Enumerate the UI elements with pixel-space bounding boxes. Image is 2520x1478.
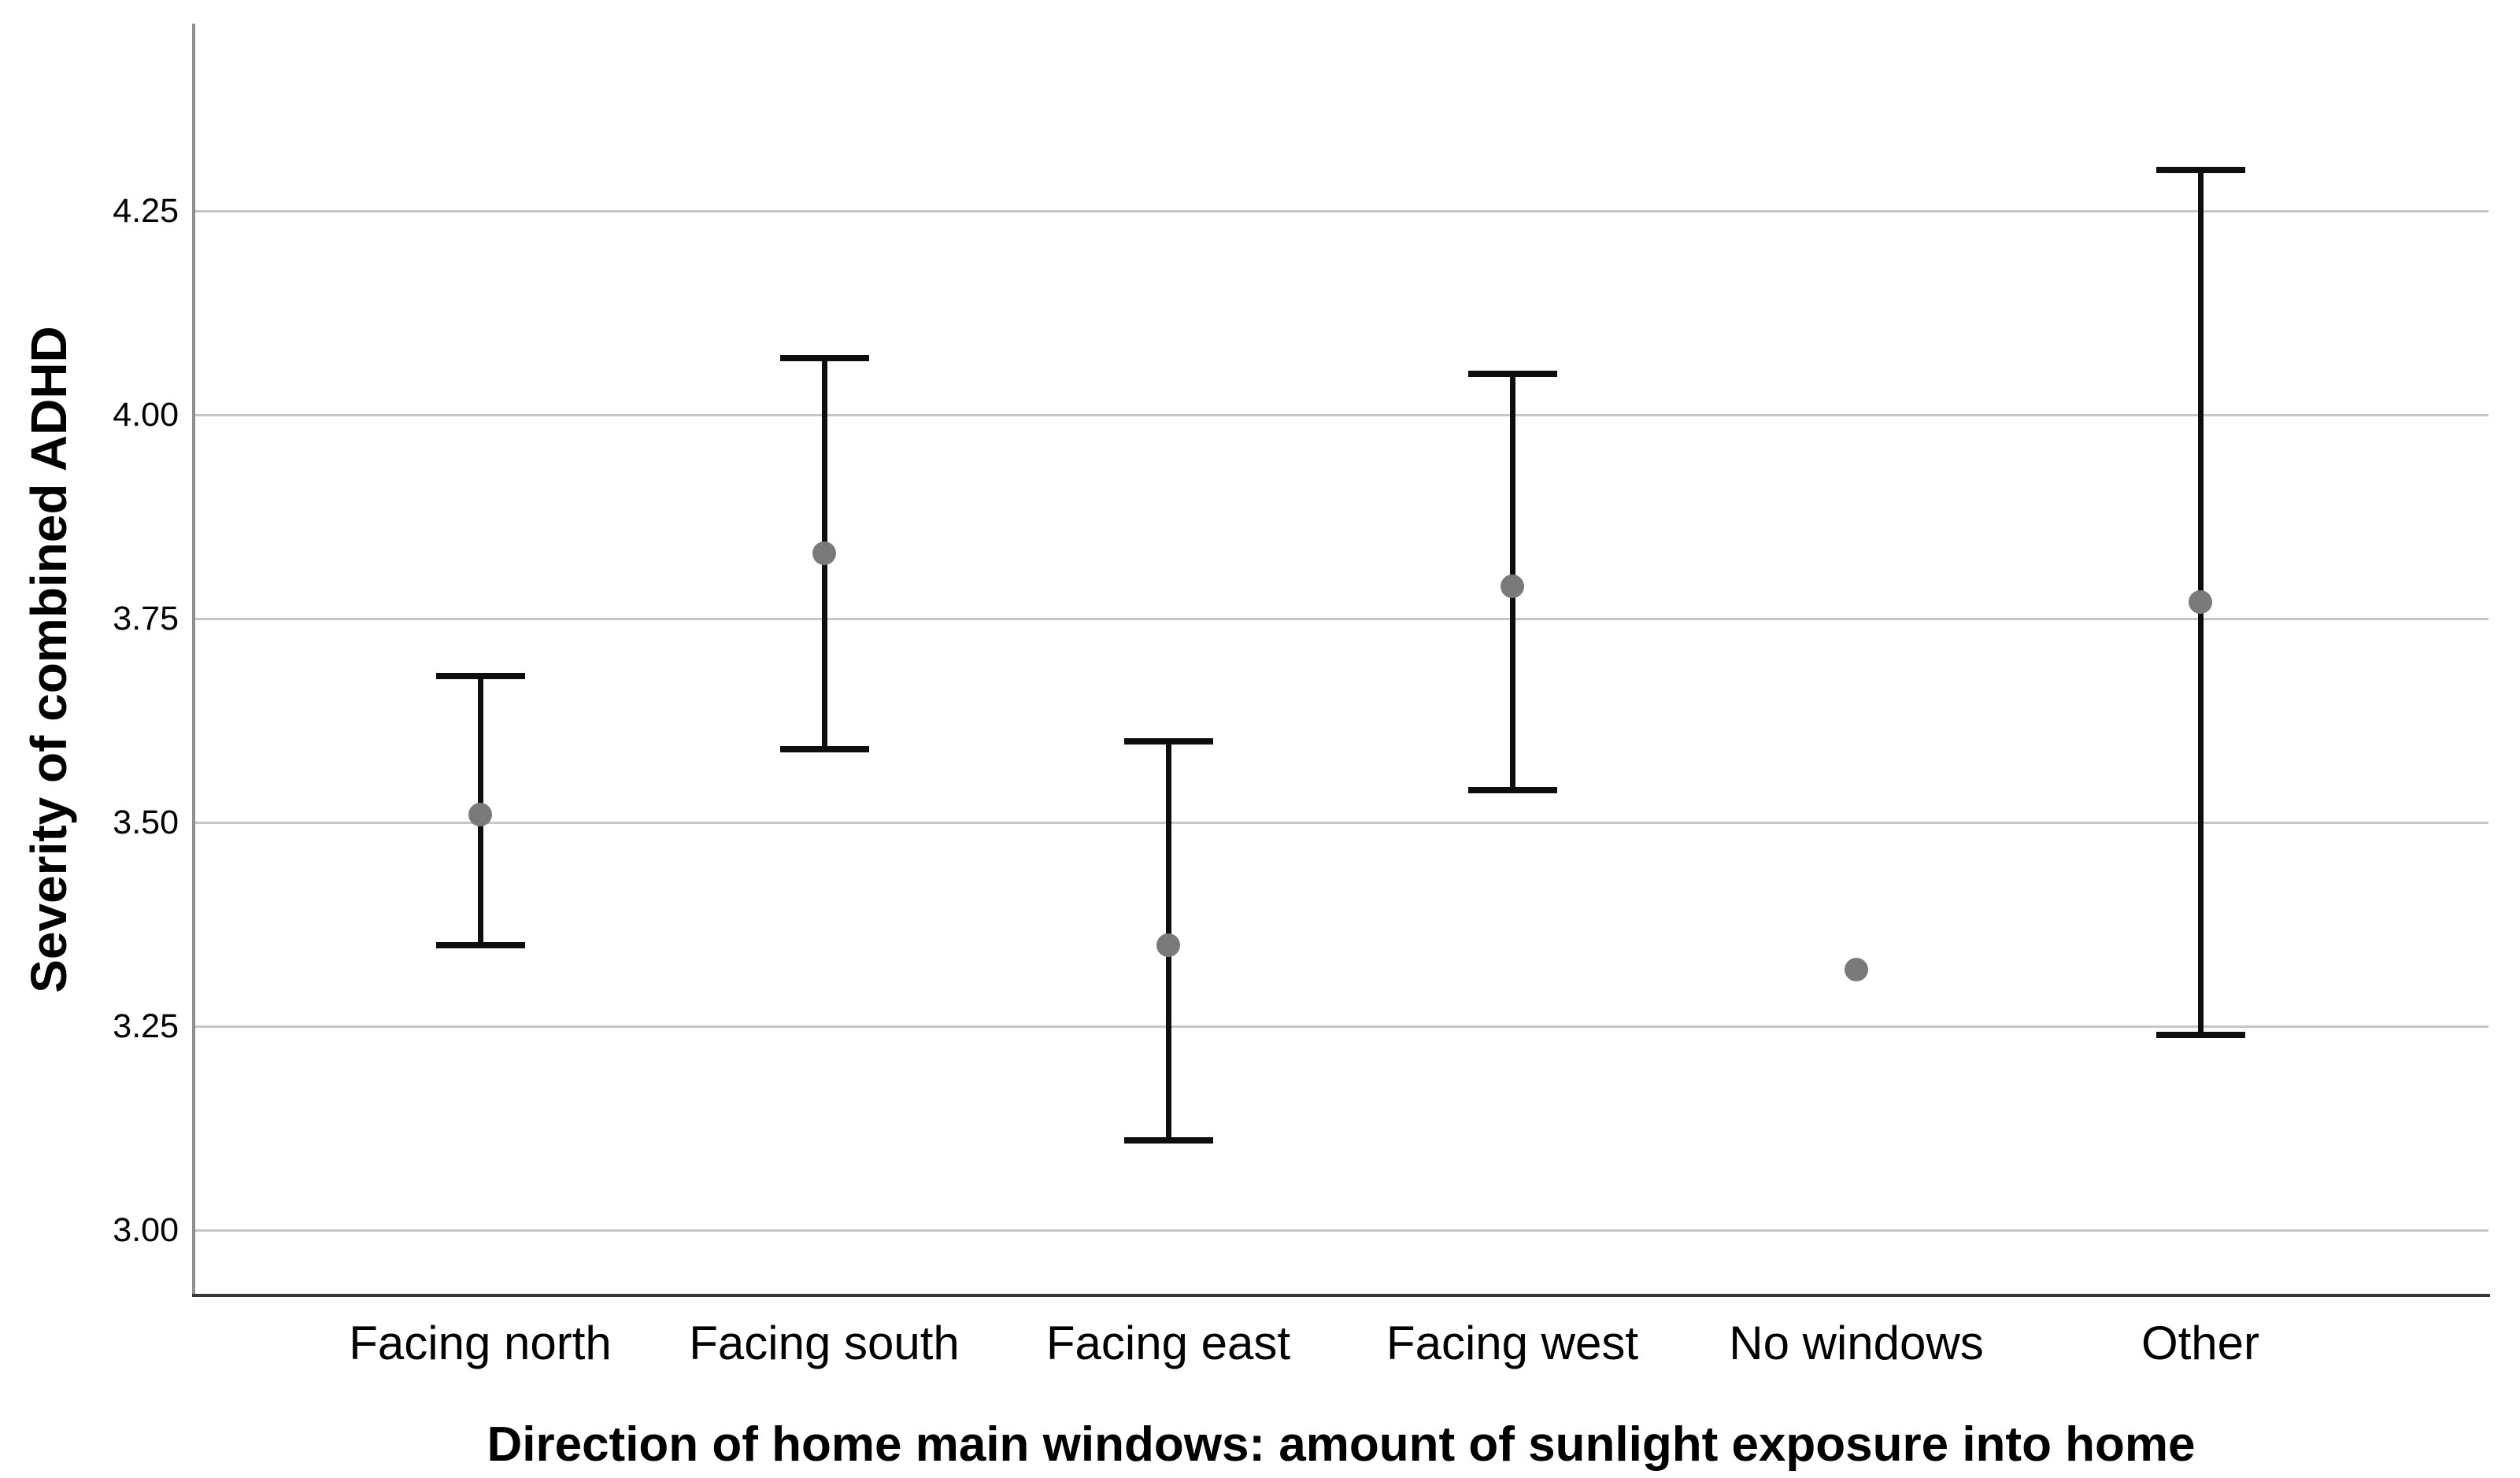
- error-bar-bottom-cap: [1467, 786, 1557, 793]
- x-axis-line: [192, 1294, 2490, 1297]
- error-bar-top-cap: [779, 354, 869, 361]
- error-bar-top-cap: [435, 672, 525, 679]
- y-tick-label: 4.25: [113, 192, 179, 231]
- x-category-label: Facing south: [689, 1317, 960, 1369]
- gridline: [192, 617, 2489, 620]
- y-tick-label: 3.75: [113, 600, 179, 638]
- mean-point: [468, 802, 492, 826]
- gridline: [192, 413, 2489, 416]
- y-tick-label: 4.00: [113, 396, 179, 434]
- error-bar-top-cap: [2156, 167, 2245, 174]
- mean-point: [1501, 574, 1524, 598]
- y-tick-label: 3.00: [113, 1211, 179, 1250]
- y-axis-line: [192, 24, 195, 1295]
- x-category-label: Facing north: [349, 1317, 612, 1369]
- y-tick-label: 3.50: [113, 804, 179, 842]
- gridline: [192, 1025, 2489, 1028]
- x-category-label: Other: [2141, 1317, 2260, 1369]
- error-bar-bottom-cap: [1123, 1137, 1213, 1144]
- mean-point: [1845, 957, 1868, 981]
- mean-point: [812, 541, 836, 566]
- x-axis-title: Direction of home main windows: amount o…: [487, 1417, 2196, 1472]
- x-category-label: No windows: [1729, 1317, 1984, 1369]
- mean-point: [2189, 590, 2212, 615]
- x-category-label: Facing east: [1045, 1317, 1291, 1369]
- gridline: [192, 209, 2489, 212]
- gridline: [192, 821, 2489, 824]
- mean-point: [1156, 933, 1180, 957]
- error-bar-bottom-cap: [435, 941, 525, 948]
- x-category-label: Facing west: [1386, 1317, 1639, 1369]
- error-bar-bottom-cap: [2156, 1031, 2245, 1038]
- error-bar-bottom-cap: [779, 745, 869, 752]
- error-bar-top-cap: [1467, 371, 1557, 378]
- y-tick-label: 3.25: [113, 1007, 179, 1046]
- error-bar-top-cap: [1123, 737, 1213, 745]
- gridline: [192, 1229, 2489, 1232]
